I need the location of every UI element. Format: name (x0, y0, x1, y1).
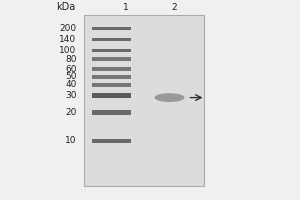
FancyBboxPatch shape (92, 93, 130, 98)
Text: 80: 80 (65, 55, 76, 64)
Text: 20: 20 (65, 108, 76, 117)
Text: 30: 30 (65, 91, 76, 100)
FancyBboxPatch shape (92, 57, 130, 61)
Ellipse shape (154, 93, 184, 102)
FancyBboxPatch shape (92, 139, 130, 143)
Text: 40: 40 (65, 80, 76, 89)
FancyBboxPatch shape (92, 38, 130, 41)
Text: 140: 140 (59, 35, 76, 44)
FancyBboxPatch shape (92, 83, 130, 87)
FancyBboxPatch shape (92, 110, 130, 115)
FancyBboxPatch shape (92, 27, 130, 30)
FancyBboxPatch shape (84, 15, 204, 186)
Text: kDa: kDa (56, 2, 76, 12)
Text: 60: 60 (65, 65, 76, 74)
Text: 50: 50 (65, 72, 76, 81)
FancyBboxPatch shape (92, 67, 130, 71)
Text: 200: 200 (59, 24, 76, 33)
Text: 10: 10 (65, 136, 76, 145)
Text: 2: 2 (171, 3, 177, 12)
FancyBboxPatch shape (92, 75, 130, 79)
FancyBboxPatch shape (92, 49, 130, 52)
Text: 1: 1 (123, 3, 129, 12)
Text: 100: 100 (59, 46, 76, 55)
